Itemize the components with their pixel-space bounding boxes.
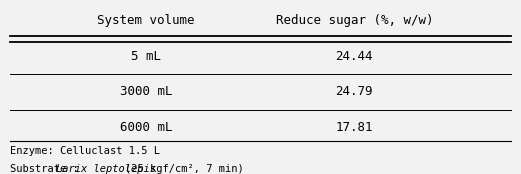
Text: Substrate :: Substrate : [10, 164, 85, 174]
Text: 24.44: 24.44 [336, 50, 373, 63]
Text: Reduce sugar (%, w/w): Reduce sugar (%, w/w) [276, 14, 433, 27]
Text: 5 mL: 5 mL [131, 50, 161, 63]
Text: Larix leptolepis: Larix leptolepis [56, 164, 156, 174]
Text: 24.79: 24.79 [336, 85, 373, 98]
Text: 17.81: 17.81 [336, 121, 373, 134]
Text: System volume: System volume [97, 14, 195, 27]
Text: (25 kgf/cm², 7 min): (25 kgf/cm², 7 min) [125, 164, 243, 174]
Text: 3000 mL: 3000 mL [120, 85, 172, 98]
Text: 6000 mL: 6000 mL [120, 121, 172, 134]
Text: Enzyme: Celluclast 1.5 L: Enzyme: Celluclast 1.5 L [10, 146, 160, 156]
